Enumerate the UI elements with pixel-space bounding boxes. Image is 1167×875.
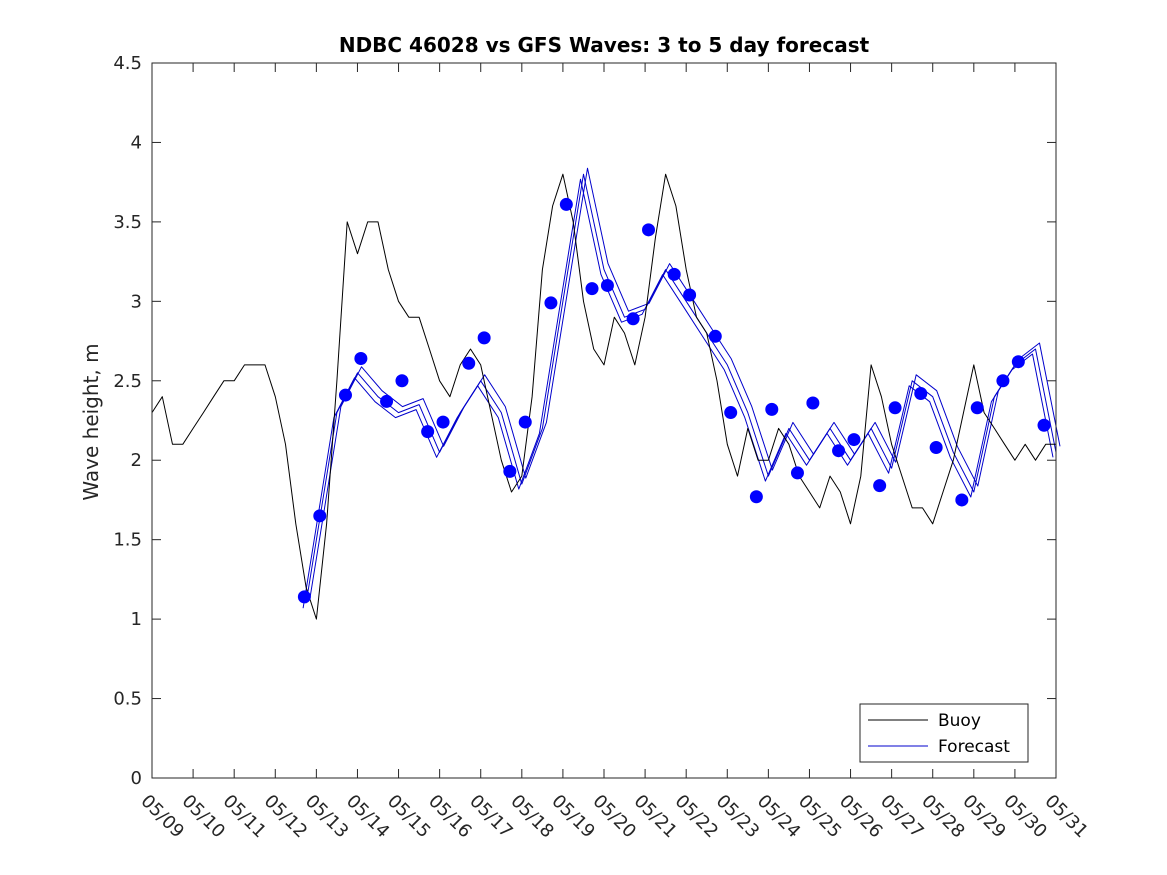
forecast-point [1037, 418, 1051, 432]
forecast-point [380, 394, 394, 408]
forecast-point [462, 356, 476, 370]
forecast-point [708, 329, 722, 343]
forecast-point [873, 479, 887, 493]
y-ticks: 0 0.5 1 1.5 2 2.5 3 3.5 4 4.5 [113, 53, 1056, 789]
y-tick-label: 4 [131, 132, 142, 153]
forecast-point [970, 401, 984, 415]
forecast-point [806, 396, 820, 410]
y-tick-label: 1 [131, 609, 142, 630]
forecast-point [914, 386, 928, 400]
axes-box [151, 62, 1057, 779]
y-tick-label: 3.5 [113, 212, 142, 233]
forecast-point [929, 441, 943, 455]
plot-area [151, 167, 1061, 620]
legend-forecast-label: Forecast [938, 737, 1010, 757]
forecast-point [421, 425, 435, 439]
y-tick-label: 0.5 [113, 689, 142, 710]
forecast-point [847, 433, 861, 447]
forecast-point [600, 278, 614, 292]
y-tick-label: 3 [131, 291, 142, 312]
legend: Buoy Forecast [859, 703, 1029, 763]
forecast-point [436, 415, 450, 429]
forecast-point [518, 415, 532, 429]
forecast-point [683, 288, 697, 302]
legend-buoy-label: Buoy [938, 711, 981, 731]
forecast-point [477, 331, 491, 345]
forecast-series-line [302, 178, 1054, 609]
y-tick-label: 2.5 [113, 371, 142, 392]
buoy-series-line [151, 173, 1056, 620]
forecast-point [642, 223, 656, 237]
buoy-line-group [151, 173, 1056, 620]
forecast-point [955, 493, 969, 507]
forecast-point [888, 401, 902, 415]
forecast-point [395, 374, 409, 388]
y-tick-label: 4.5 [113, 53, 142, 74]
y-tick-label: 0 [131, 768, 142, 789]
forecast-point [626, 312, 640, 326]
y-tick-label: 1.5 [113, 530, 142, 551]
forecast-point [667, 267, 681, 281]
forecast-point [338, 388, 352, 402]
forecast-point [354, 352, 368, 366]
forecast-point [832, 444, 846, 458]
legend-box [859, 703, 1029, 763]
y-tick-label: 2 [131, 450, 142, 471]
forecast-point [996, 374, 1010, 388]
forecast-point [313, 509, 327, 523]
forecast-point [790, 466, 804, 480]
forecast-point [765, 402, 779, 416]
forecast-series-line [309, 167, 1061, 598]
forecast-point [724, 406, 738, 420]
forecast-series-line [305, 173, 1057, 604]
forecast-point [1011, 355, 1025, 369]
forecast-markers [297, 197, 1051, 604]
forecast-point [297, 590, 311, 604]
forecast-point [559, 197, 573, 211]
forecast-point [544, 296, 558, 310]
forecast-point [749, 490, 763, 504]
forecast-point [585, 282, 599, 296]
forecast-point [503, 464, 517, 478]
y-axis-label: Wave height, m [79, 343, 103, 500]
forecast-lines [302, 167, 1061, 609]
chart-title: NDBC 46028 vs GFS Waves: 3 to 5 day fore… [339, 33, 870, 57]
